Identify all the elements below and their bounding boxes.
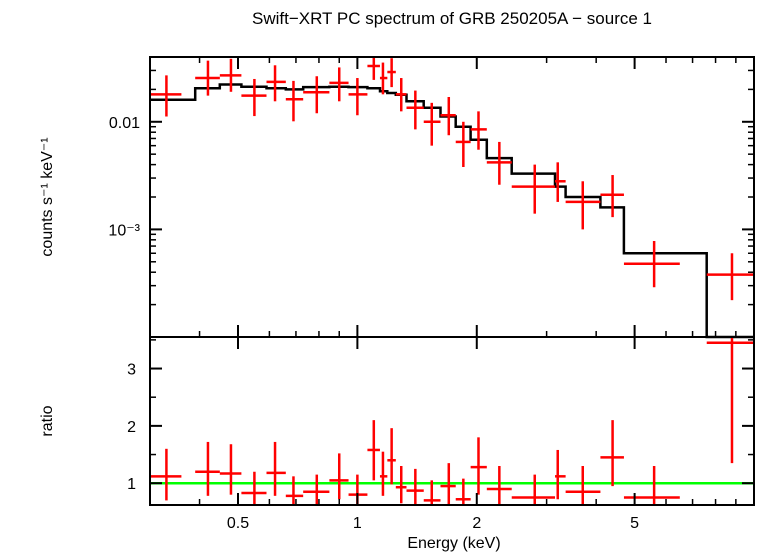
ratio-data-point: [486, 466, 512, 505]
spectrum-data-point: [266, 65, 286, 102]
ratio-data-point: [219, 444, 242, 495]
spectrum-data-point: [406, 90, 424, 130]
ratio-data-point: [565, 466, 601, 505]
spectrum-data-point: [348, 78, 368, 116]
spectrum-data-point: [285, 80, 304, 122]
ratio-data-point: [555, 449, 566, 500]
spectrum-data-point: [367, 57, 380, 80]
spectrum-data-point: [303, 76, 330, 114]
spectrum-data-point: [241, 78, 267, 117]
ratio-data-point: [241, 471, 267, 505]
ratio-data-point: [195, 441, 220, 496]
ratio-data-point: [600, 420, 624, 487]
ratio-data-point: [423, 480, 441, 505]
model-step-line: [150, 83, 754, 339]
ratio-panel-marks: [150, 337, 754, 505]
spectrum-y-axis-label: counts s⁻¹ keV⁻¹: [39, 137, 56, 256]
x-tick-label: 1: [353, 515, 362, 532]
ratio-data-point: [329, 453, 349, 500]
spectrum-panel-frame: [149, 56, 755, 338]
ratio-data-point: [387, 428, 396, 485]
x-tick-label: 5: [630, 515, 639, 532]
spectrum-y-tick-label: 10⁻³: [108, 222, 140, 239]
spectrum-data-point: [195, 60, 220, 96]
spectrum-data-point: [555, 162, 566, 202]
ratio-data-point: [511, 474, 556, 505]
ratio-panel-frame: [149, 336, 755, 506]
spectrum-data-point: [150, 75, 182, 117]
spectrum-data-point: [329, 67, 349, 102]
spectrum-panel-ticks: 0.01 10⁻³: [108, 56, 755, 338]
ratio-data-point: [440, 463, 456, 505]
ratio-data-point: [470, 437, 487, 495]
spectrum-data-point: [395, 78, 407, 112]
spectrum-data-point: [455, 121, 471, 168]
ratio-data-point: [406, 468, 424, 505]
spectrum-data-point: [511, 164, 556, 214]
ratio-y-tick-label: 3: [127, 362, 136, 379]
x-tick-label: 2: [472, 515, 481, 532]
spectrum-data-point: [387, 58, 396, 88]
spectrum-data-point: [565, 181, 601, 230]
spectrum-data-point: [379, 62, 388, 95]
spectrum-data-point: [600, 175, 624, 218]
spectrum-data-point: [486, 141, 512, 185]
x-axis-label: Energy (keV): [407, 535, 500, 552]
ratio-y-tick-label: 1: [127, 476, 136, 493]
chart-title: Swift−XRT PC spectrum of GRB 250205A − s…: [252, 9, 652, 28]
ratio-y-tick-label: 2: [127, 419, 136, 436]
spectrum-data-point: [470, 111, 487, 150]
spectrum-data-point: [623, 241, 680, 288]
spectrum-data-point: [706, 253, 754, 301]
ratio-data-point: [395, 466, 407, 504]
ratio-data-point: [367, 420, 380, 481]
ratio-data-point: [285, 476, 304, 505]
ratio-data-point: [706, 337, 754, 464]
ratio-data-point: [150, 448, 182, 501]
ratio-data-point: [623, 466, 680, 505]
x-tick-label: 0.5: [227, 515, 249, 532]
ratio-y-axis-label: ratio: [39, 405, 56, 436]
spectrum-data-point: [440, 96, 456, 136]
spectrum-panel-marks: [150, 57, 754, 339]
spectrum-data-point: [219, 58, 242, 92]
ratio-data-point: [455, 478, 471, 505]
ratio-data-point: [266, 441, 286, 496]
ratio-data-point: [303, 474, 330, 505]
spectrum-y-tick-label: 0.01: [109, 115, 140, 132]
ratio-panel-ticks: 0.5 1 2 5 1 2 3: [127, 337, 755, 532]
ratio-data-point: [379, 451, 388, 496]
spectrum-data-point: [423, 102, 441, 146]
